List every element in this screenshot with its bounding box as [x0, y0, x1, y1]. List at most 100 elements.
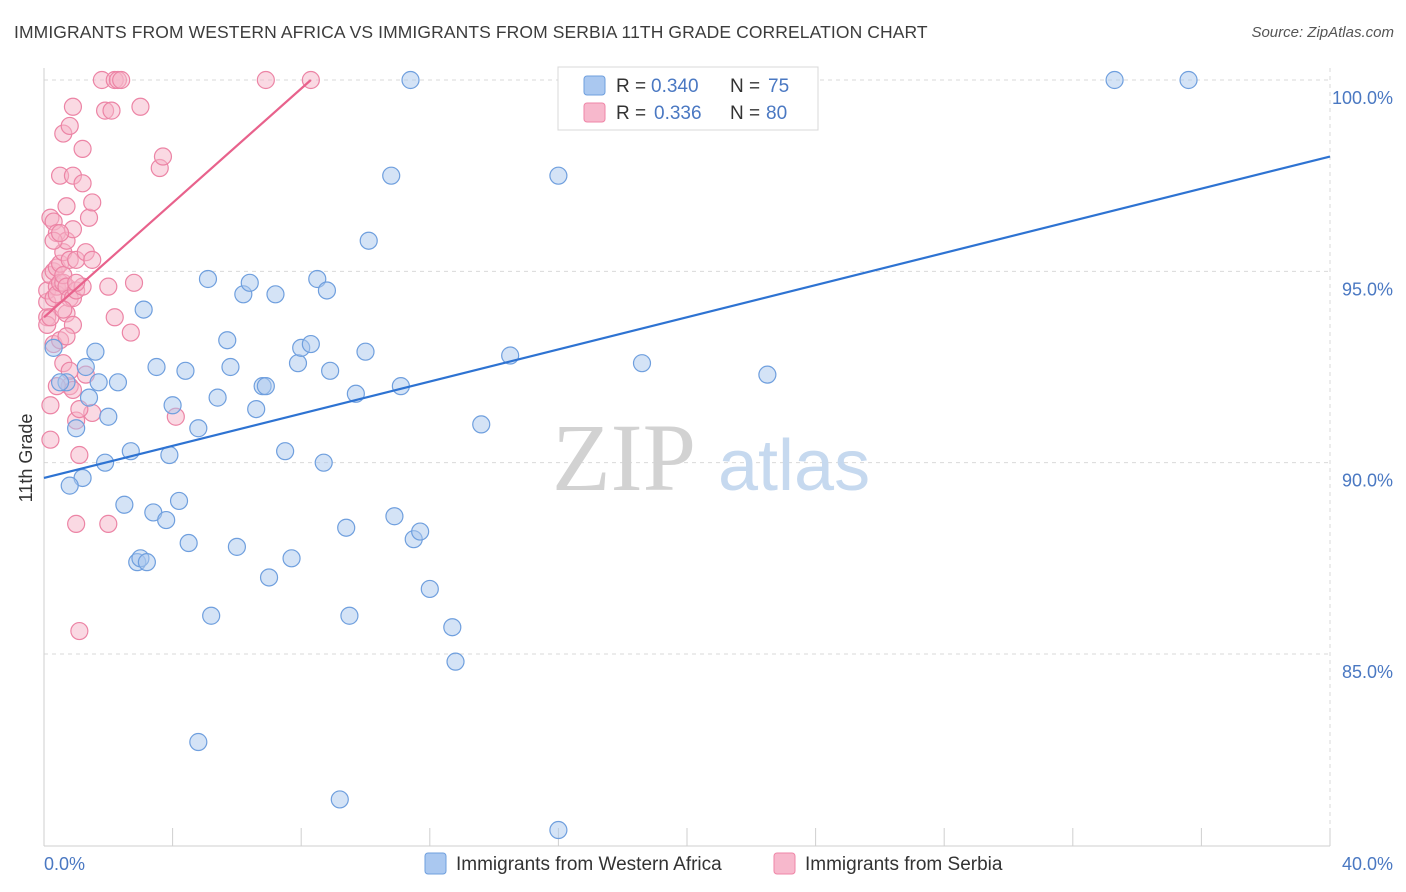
point-serbia [153, 147, 173, 166]
watermark-atlas: atlas [718, 426, 870, 506]
point-serbia [41, 430, 60, 449]
point-serbia [102, 101, 121, 120]
point-serbia [63, 97, 83, 116]
point-western-africa [420, 579, 439, 599]
point-western-africa [227, 537, 246, 556]
legend-r-value-1: 0.336 [654, 103, 702, 124]
point-western-africa [198, 269, 218, 289]
point-western-africa [218, 331, 237, 350]
bottom-legend-label-western-africa: Immigrants from Western Africa [456, 854, 722, 875]
point-serbia [112, 70, 131, 90]
point-western-africa [208, 388, 227, 407]
point-western-africa [86, 342, 105, 361]
point-western-africa [189, 419, 208, 438]
point-serbia [121, 323, 140, 342]
point-western-africa [176, 361, 195, 380]
point-western-africa [157, 510, 176, 530]
point-western-africa [137, 553, 156, 572]
legend: R = 0.340 N = 75 R = 0.336 N = 80 [557, 66, 819, 131]
y-tick-label: 85.0% [1342, 662, 1393, 682]
point-western-africa [549, 820, 568, 840]
point-western-africa [391, 377, 410, 396]
legend-r-label-0: R = [616, 76, 646, 97]
point-western-africa [301, 334, 320, 354]
point-western-africa [288, 354, 308, 373]
chart-source: Source: ZipAtlas.com [1251, 24, 1394, 41]
point-western-africa [337, 518, 356, 537]
watermark-zip: ZIP [552, 404, 696, 511]
point-western-africa [76, 357, 95, 377]
legend-swatch-serbia [583, 102, 606, 123]
y-axis-title: 11th Grade [16, 414, 36, 503]
point-serbia [105, 308, 124, 327]
point-serbia [124, 273, 144, 292]
point-western-africa [411, 522, 430, 541]
x-tick-label: 40.0% [1342, 854, 1393, 874]
point-serbia [70, 621, 89, 641]
point-serbia [73, 174, 92, 193]
y-tick-label: 90.0% [1342, 471, 1393, 491]
point-western-africa [169, 491, 189, 511]
point-western-africa [443, 618, 462, 637]
point-western-africa [266, 285, 285, 304]
point-western-africa [259, 568, 279, 587]
point-western-africa [67, 419, 86, 438]
point-western-africa [189, 732, 208, 752]
point-western-africa [549, 166, 568, 185]
point-serbia [79, 208, 99, 227]
axes [43, 68, 1331, 847]
point-serbia [57, 197, 76, 216]
point-serbia [83, 250, 102, 269]
point-western-africa [147, 357, 166, 377]
point-serbia [41, 396, 60, 415]
bottom-legend: Immigrants from Western Africa Immigrant… [424, 852, 1003, 875]
point-serbia [99, 514, 118, 533]
point-western-africa [340, 606, 359, 625]
point-western-africa [134, 300, 153, 319]
watermark: ZIP atlas [552, 404, 870, 511]
y-tick-label: 100.0% [1332, 88, 1393, 108]
point-western-africa [50, 373, 70, 392]
point-western-africa [44, 338, 63, 357]
point-western-africa [385, 507, 404, 526]
point-western-africa [321, 361, 340, 380]
point-western-africa [1179, 70, 1198, 90]
bottom-legend-swatch-western-africa [424, 852, 447, 875]
point-western-africa [163, 396, 182, 415]
point-western-africa [202, 606, 221, 625]
point-serbia [131, 97, 150, 116]
point-western-africa [79, 388, 99, 407]
chart-title: IMMIGRANTS FROM WESTERN AFRICA VS IMMIGR… [14, 22, 928, 42]
point-western-africa [1105, 70, 1124, 90]
legend-swatch-western-africa [583, 75, 606, 96]
point-western-africa [115, 495, 134, 514]
legend-n-label-1: N = [730, 103, 760, 124]
point-serbia [60, 116, 79, 136]
point-western-africa [632, 354, 652, 373]
point-western-africa [382, 166, 401, 185]
x-tick-label: 0.0% [44, 854, 85, 874]
point-western-africa [401, 70, 420, 90]
trend-lines [43, 79, 1331, 480]
legend-r-label-1: R = [616, 103, 646, 124]
point-serbia [67, 273, 86, 292]
point-serbia [99, 277, 118, 296]
point-western-africa [99, 407, 118, 426]
point-western-africa [89, 373, 108, 392]
trend-line-western-africa [43, 155, 1331, 480]
point-western-africa [256, 377, 275, 396]
point-serbia [67, 514, 86, 533]
point-western-africa [359, 231, 378, 250]
point-western-africa [282, 549, 301, 568]
point-serbia [70, 445, 89, 465]
trend-line-serbia [43, 79, 312, 319]
point-western-africa [446, 652, 465, 671]
legend-n-label-0: N = [730, 76, 760, 97]
legend-r-value-0: 0.340 [651, 76, 699, 97]
point-western-africa [247, 399, 266, 419]
point-western-africa [356, 342, 375, 361]
point-western-africa [108, 373, 128, 392]
point-western-africa [317, 281, 337, 300]
point-western-africa [221, 357, 240, 377]
point-western-africa [60, 476, 79, 495]
